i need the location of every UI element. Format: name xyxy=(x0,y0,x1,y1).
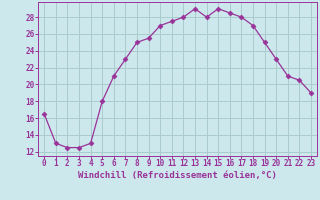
X-axis label: Windchill (Refroidissement éolien,°C): Windchill (Refroidissement éolien,°C) xyxy=(78,171,277,180)
